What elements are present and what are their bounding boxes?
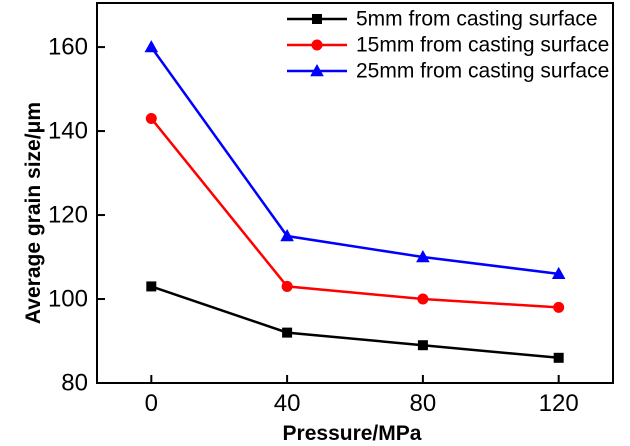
legend-marker-triangle [310, 64, 324, 77]
data-point-triangle [416, 250, 430, 263]
legend-label: 25mm from casting surface [356, 60, 609, 83]
legend: 5mm from casting surface 15mm from castin… [287, 8, 609, 83]
legend-label: 5mm from casting surface [356, 8, 598, 31]
data-point-square [417, 340, 428, 351]
data-point-square [553, 352, 564, 363]
legend-item: 15mm from casting surface [287, 34, 609, 57]
legend-marker-circle [311, 39, 323, 51]
x-tick-label: 80 [410, 390, 437, 417]
data-point-square [146, 281, 157, 292]
y-axis-title: Average grain size/μm [22, 102, 45, 324]
data-point-square [282, 327, 293, 338]
x-tick-label: 0 [145, 390, 158, 417]
data-point-circle [417, 293, 429, 305]
legend-marker-square [312, 14, 322, 24]
y-tick-label: 80 [61, 370, 88, 397]
series-line-circle [150, 117, 559, 309]
series-layer [144, 40, 566, 363]
data-point-circle [281, 280, 293, 292]
legend-label: 15mm from casting surface [356, 34, 609, 57]
data-point-circle [145, 112, 157, 124]
data-point-triangle [551, 266, 566, 280]
y-tick-label: 120 [48, 202, 88, 229]
axes-layer: 0 40 80 120 80 100 120 140 160 [48, 2, 614, 417]
y-tick-label: 140 [48, 118, 88, 145]
series-line-square [150, 285, 559, 360]
series-line-triangle [150, 46, 559, 276]
y-tick-label: 160 [48, 34, 88, 61]
data-point-triangle [280, 229, 294, 242]
y-tick-label: 100 [48, 286, 88, 313]
data-point-triangle [144, 40, 159, 53]
legend-item: 5mm from casting surface [287, 8, 598, 31]
plot-frame [96, 2, 614, 384]
x-axis-title: Pressure/MPa [283, 422, 422, 445]
x-tick-label: 120 [539, 390, 579, 417]
data-point-circle [553, 301, 565, 313]
legend-item: 25mm from casting surface [287, 60, 609, 83]
x-tick-label: 40 [274, 390, 301, 417]
